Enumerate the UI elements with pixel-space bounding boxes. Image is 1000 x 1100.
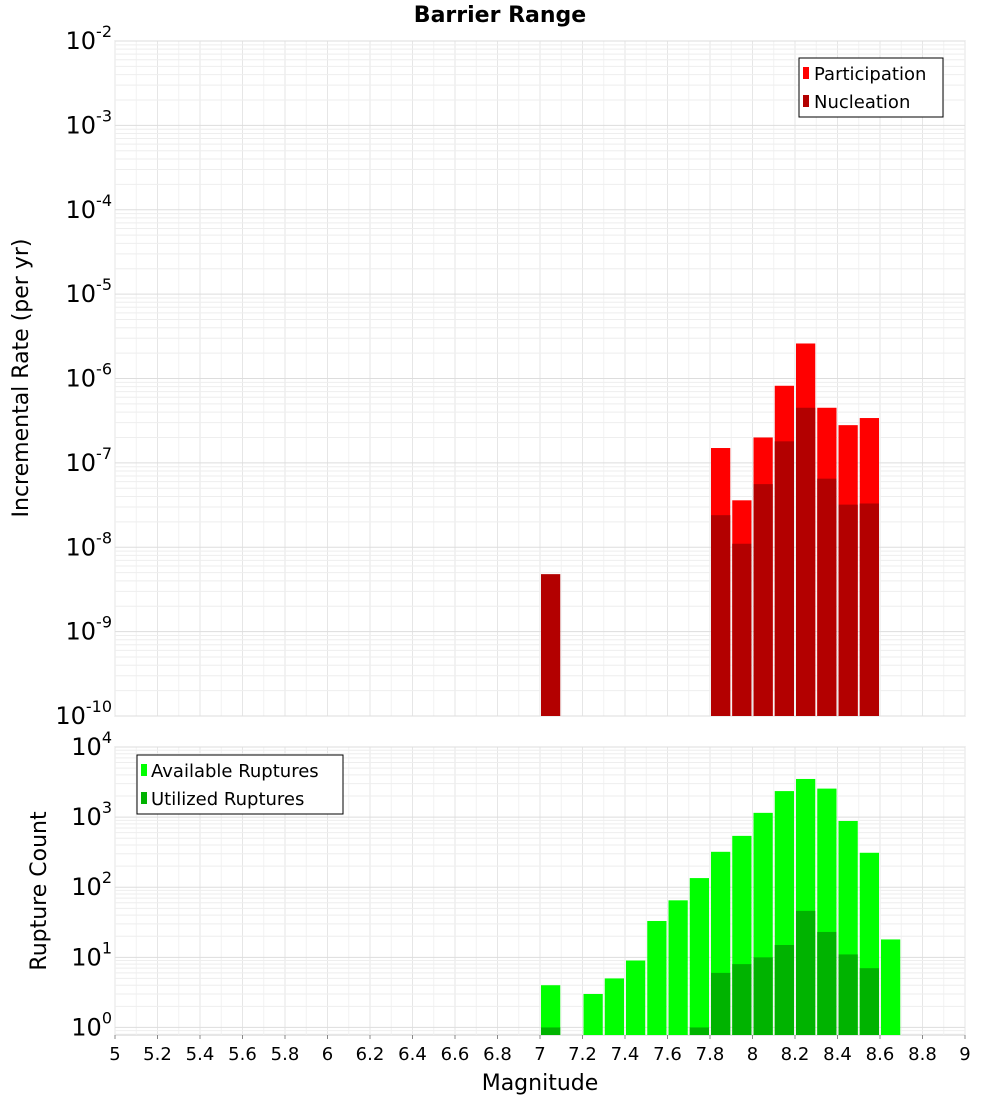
bar-utilized-ruptures [774, 944, 794, 1035]
bar-nucleation [796, 407, 816, 716]
x-tick-label: 8 [747, 1044, 758, 1065]
chart-title: Barrier Range [414, 3, 586, 28]
y-tick-label: 100 [71, 1008, 112, 1041]
x-axis-title: Magnitude [482, 1071, 599, 1096]
bar-utilized-ruptures [838, 954, 858, 1035]
x-tick-label: 5.4 [186, 1044, 215, 1065]
bar-available-ruptures [689, 878, 709, 1035]
bar-available-ruptures [604, 978, 624, 1035]
bar-nucleation [838, 504, 858, 716]
bar-utilized-ruptures [541, 1027, 561, 1035]
y-tick-label: 103 [71, 798, 112, 831]
bar-available-ruptures [583, 993, 603, 1035]
top-legend: Participation Nucleation [798, 57, 944, 118]
bar-nucleation [817, 478, 837, 716]
x-tick-label: 8.6 [866, 1044, 895, 1065]
legend-label-participation: Participation [814, 64, 926, 85]
y-tick-label: 10-9 [66, 613, 113, 646]
y-tick-label: 10-5 [66, 275, 113, 308]
bar-utilized-ruptures [732, 964, 752, 1035]
bar-nucleation [711, 515, 731, 716]
x-tick-label: 6.2 [356, 1044, 385, 1065]
y-tick-label: 101 [71, 938, 112, 971]
x-tick-label: 5 [109, 1044, 120, 1065]
bar-available-ruptures [647, 920, 667, 1035]
x-tick-label: 7.6 [653, 1044, 682, 1065]
bottom-y-tick-labels: 100 101 102 103 104 [71, 728, 112, 1041]
top-bars [541, 343, 879, 716]
bar-available-ruptures [626, 960, 646, 1035]
top-grid [114, 40, 966, 717]
bar-utilized-ruptures [796, 910, 816, 1035]
legend-swatch-utilized-ruptures [141, 792, 147, 804]
x-tick-label: 8.2 [781, 1044, 810, 1065]
legend-swatch-participation [803, 67, 809, 79]
bar-utilized-ruptures [689, 1027, 709, 1035]
y-tick-label: 10-6 [66, 360, 113, 393]
bar-utilized-ruptures [753, 957, 773, 1035]
x-tick-label: 7.8 [696, 1044, 725, 1065]
bottom-plot-panel: 100 101 102 103 104 5 5.2 5.4 5.6 5.8 6 6.2 6.4 6.6 6… [27, 728, 971, 1096]
x-tick-label: 8.4 [823, 1044, 852, 1065]
bar-nucleation [541, 574, 561, 716]
x-tick-label: 5.2 [143, 1044, 172, 1065]
bottom-bars [541, 778, 901, 1035]
top-y-tick-labels: 10-10 10-9 10-8 10-7 10-6 10-5 10-4 10-3 10-2 [55, 22, 112, 730]
top-y-axis-title: Incremental Rate (per yr) [9, 239, 34, 518]
x-tick-label: 7.2 [568, 1044, 597, 1065]
bar-nucleation [732, 543, 752, 716]
legend-label-nucleation: Nucleation [814, 92, 910, 113]
bar-utilized-ruptures [711, 972, 731, 1035]
y-tick-label: 10-4 [66, 191, 113, 224]
x-tick-label: 7.4 [611, 1044, 640, 1065]
bar-available-ruptures [881, 939, 901, 1035]
bar-available-ruptures [668, 900, 688, 1035]
legend-swatch-nucleation [803, 95, 809, 107]
bottom-legend: Available Ruptures Utilized Ruptures [136, 754, 344, 815]
legend-label-available-ruptures: Available Ruptures [151, 761, 319, 782]
bottom-legend-box [136, 754, 344, 815]
y-tick-label: 10-10 [55, 697, 112, 730]
bar-utilized-ruptures [859, 968, 879, 1035]
x-tick-label: 6.8 [483, 1044, 512, 1065]
x-tick-label: 9 [959, 1044, 970, 1065]
x-tick-label: 6.4 [398, 1044, 427, 1065]
x-tick-label: 5.6 [228, 1044, 257, 1065]
legend-swatch-available-ruptures [141, 764, 147, 776]
x-tick-label: 6 [322, 1044, 333, 1065]
legend-label-utilized-ruptures: Utilized Ruptures [151, 789, 304, 810]
x-tick-label: 7 [534, 1044, 545, 1065]
bar-nucleation [774, 441, 794, 716]
y-tick-label: 102 [71, 868, 112, 901]
top-plot-panel: 10-10 10-9 10-8 10-7 10-6 10-5 10-4 10-3 10-2 In… [9, 22, 966, 730]
y-tick-label: 10-3 [66, 106, 113, 139]
bar-nucleation [753, 484, 773, 716]
y-tick-label: 10-2 [66, 22, 113, 55]
bottom-y-axis-title: Rupture Count [27, 811, 52, 971]
top-legend-box [798, 57, 944, 118]
bar-available-ruptures [541, 985, 561, 1035]
x-tick-label: 8.8 [908, 1044, 937, 1065]
bar-utilized-ruptures [817, 931, 837, 1035]
x-tick-label: 5.8 [271, 1044, 300, 1065]
x-tick-labels: 5 5.2 5.4 5.6 5.8 6 6.2 6.4 6.6 6.8 7 7.2 7.4 7.6 7.8 8… [109, 1035, 971, 1065]
bar-nucleation [859, 503, 879, 716]
x-tick-label: 6.6 [441, 1044, 470, 1065]
y-tick-label: 104 [71, 728, 112, 761]
y-tick-label: 10-8 [66, 528, 113, 561]
y-tick-label: 10-7 [66, 444, 113, 477]
